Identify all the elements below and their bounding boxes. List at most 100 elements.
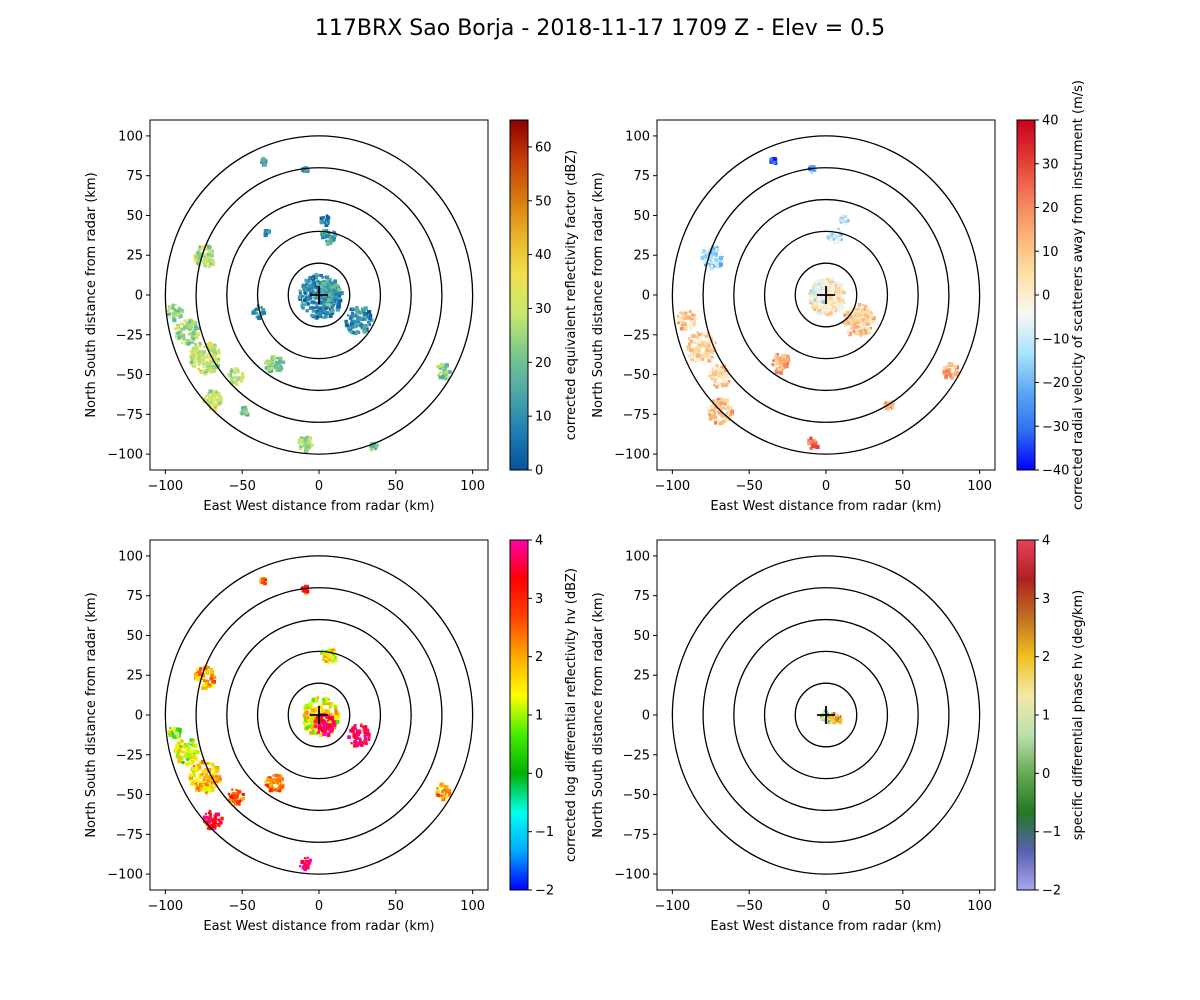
colorbar-tick-label: 30 [535,302,552,317]
y-axis-label: North South distance from radar (km) [591,592,606,837]
x-tick-label: 0 [315,479,323,494]
y-tick-label: −75 [116,408,143,423]
y-axis-label: North South distance from radar (km) [591,172,606,417]
colorbar: −40 −30 −20 −10 0 10 20 30 40 corrected radial ve… [1016,80,1086,510]
echo-cell [173,738,200,767]
y-tick-label: 0 [135,709,143,724]
x-axis-label: East West distance from radar (km) [203,499,434,514]
colorbar-tick-label: 60 [535,140,552,155]
y-tick-label: −50 [116,368,143,383]
y-tick-label: −100 [107,448,143,463]
colorbar-label: corrected equivalent reflectivity factor… [564,150,579,441]
x-tick-label: 100 [967,479,992,494]
colorbar-label: corrected radial velocity of scatterers … [1071,80,1086,510]
echo-cell [297,435,314,453]
echo-cell [263,355,286,374]
echo-cell [842,303,876,337]
x-tick-label: 0 [822,899,830,914]
y-tick-label: 50 [126,629,143,644]
echo-cell [826,227,844,245]
x-axis-label: East West distance from radar (km) [710,919,941,934]
y-axis-label: North South distance from radar (km) [84,592,99,837]
x-tick-label: −100 [655,899,691,914]
y-tick-label: 50 [126,209,143,224]
echo-cell [301,166,310,174]
y-tick-label: 25 [126,249,143,264]
colorbar-gradient [509,119,529,471]
echo-cell [835,715,843,725]
colorbar-tick-label: 10 [1042,245,1059,260]
x-tick-label: 50 [388,899,405,914]
x-tick-label: 0 [315,899,323,914]
colorbar-tick-label: 40 [535,248,552,263]
y-tick-label: −75 [116,828,143,843]
echo-layer [676,156,960,450]
echo-layer [820,709,843,725]
echo-cell [251,304,267,320]
echo-cell [259,577,267,586]
x-tick-label: 100 [460,479,485,494]
range-ring [287,262,351,328]
range-ring [164,555,474,875]
echo-layer [166,156,452,453]
x-tick-label: 100 [460,899,485,914]
colorbar-tick-label: 4 [535,534,543,549]
colorbar-gradient [509,539,529,891]
echo-cell [708,364,731,389]
panel-velocity: −100 −50 0 50 100−100−75−50−250255075100East… [591,80,1086,514]
colorbar-label: specific differential phase hv (deg/km) [1071,590,1086,840]
x-axis-label: East West distance from radar (km) [203,919,434,934]
echo-cell [202,810,224,831]
y-tick-label: 50 [633,209,650,224]
echo-cell [239,405,250,417]
y-tick-label: 100 [118,129,143,144]
y-tick-label: 75 [633,169,650,184]
colorbar-gradient [1016,119,1036,471]
range-ring [164,135,474,455]
echo-cell [319,214,331,227]
y-tick-label: −75 [623,828,650,843]
x-tick-label: −50 [735,899,762,914]
x-tick-label: −100 [148,479,184,494]
echo-cell [202,389,223,412]
panel-kdp: −100 −50 0 50 100 −100 −75 −50 −25 0 25 50 75 100 East… [591,534,1086,935]
x-tick-label: −50 [228,479,255,494]
echo-cell [316,277,342,307]
colorbar-tick-label: −30 [1042,420,1069,435]
echo-cell [347,723,371,748]
figure-title: 117BRX Sao Borja - 2018-11-17 1709 Z - E… [314,16,886,41]
echo-cell [260,156,268,167]
colorbar-tick-label: 2 [535,650,543,665]
y-tick-label: 75 [126,169,143,184]
y-tick-label: −25 [116,748,143,763]
colorbar-tick-label: 0 [535,767,543,782]
range-ring [763,650,889,780]
range-ring [794,262,858,328]
y-tick-label: 25 [633,669,650,684]
colorbar-tick-label: −10 [1042,332,1069,347]
y-tick-label: 0 [642,289,650,304]
colorbar-gradient [1016,539,1036,891]
y-tick-label: −100 [614,448,650,463]
echo-cell [174,318,200,346]
range-ring [733,618,919,812]
colorbar-label: corrected log differential reflectivity … [564,568,579,862]
range-ring [256,650,382,780]
y-tick-label: 50 [633,629,650,644]
colorbar: 0 10 20 30 40 50 60 corrected equivalent reflec… [509,119,579,479]
echo-cell [706,397,734,426]
range-ring [794,682,858,748]
echo-cell [166,303,184,323]
echo-cell [676,310,697,332]
range-ring [195,587,443,843]
range-ring [226,198,412,392]
x-axis-label: East West distance from radar (km) [710,499,941,514]
y-tick-label: −100 [614,868,650,883]
colorbar-tick-label: −20 [1042,376,1069,391]
range-ring [702,167,950,423]
echo-cell [189,341,221,376]
y-tick-label: 25 [126,669,143,684]
colorbar-tick-label: 3 [535,592,543,607]
